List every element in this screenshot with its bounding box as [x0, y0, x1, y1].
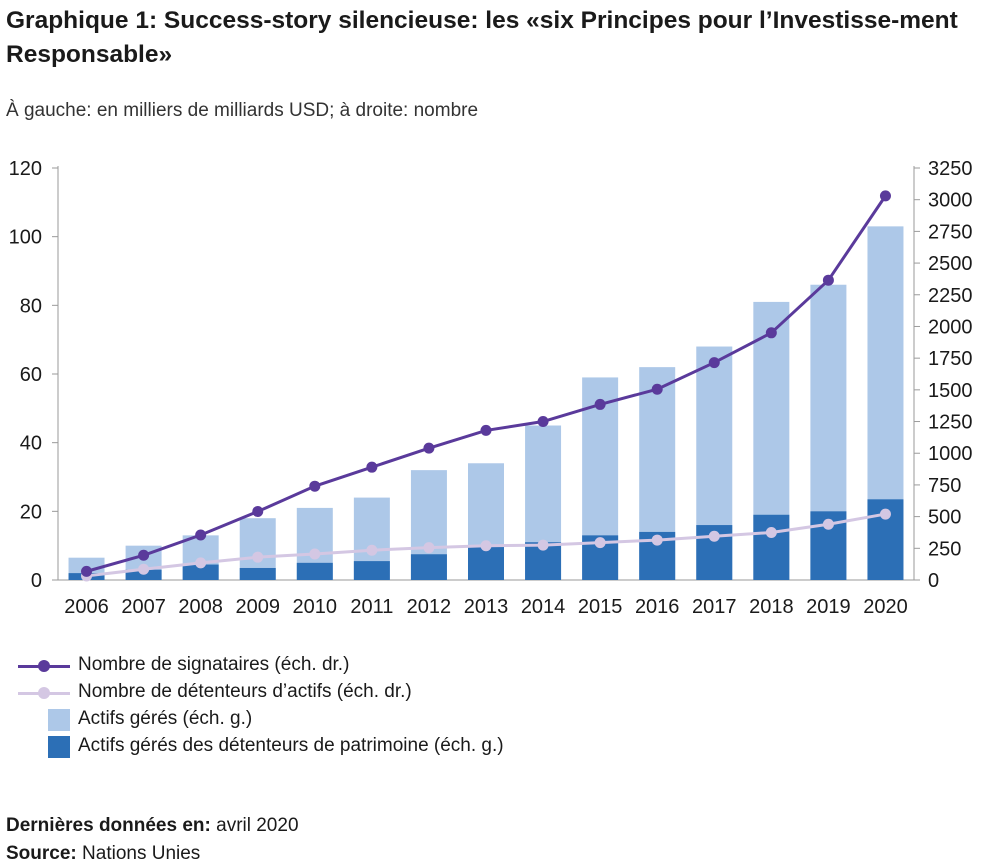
- point-detenteurs: [822, 518, 834, 530]
- legend-label: Nombre de signataires (éch. dr.): [78, 654, 350, 675]
- y-tick-label-left: 100: [9, 227, 42, 249]
- y-tick-label-right: 2250: [928, 285, 973, 307]
- point-detenteurs: [195, 557, 207, 569]
- legend-label: Actifs gérés des détenteurs de patrimoin…: [78, 735, 504, 756]
- y-tick-label-left: 0: [31, 570, 42, 592]
- bar-actifs-patrimoine: [296, 562, 333, 580]
- y-tick-label-left: 120: [9, 158, 42, 180]
- x-tick-label: 2019: [806, 596, 851, 618]
- y-tick-label-right: 0: [928, 570, 939, 592]
- footer-date: Dernières données en: avril 2020: [6, 815, 299, 837]
- point-signataires: [138, 549, 150, 561]
- point-detenteurs: [366, 544, 378, 556]
- x-tick-label: 2011: [350, 596, 393, 618]
- y-tick-label-right: 2000: [928, 316, 973, 338]
- legend-marker-swatch: [38, 660, 50, 672]
- y-tick-label-right: 1750: [928, 348, 973, 370]
- x-tick-label: 2007: [121, 596, 166, 618]
- y-tick-label-right: 2750: [928, 221, 973, 243]
- point-signataires: [423, 442, 435, 454]
- y-tick-label-right: 2500: [928, 253, 973, 275]
- bar-actifs-patrimoine: [753, 514, 790, 580]
- footer-source-label: Source:: [6, 843, 77, 864]
- y-tick-label-left: 80: [20, 295, 42, 317]
- point-signataires: [822, 274, 834, 286]
- footer-date-label: Dernières données en:: [6, 815, 211, 836]
- point-detenteurs: [879, 508, 891, 520]
- y-tick-label-left: 20: [20, 501, 42, 523]
- y-tick-label-right: 500: [928, 507, 961, 529]
- point-signataires: [651, 383, 663, 395]
- bar-actifs-patrimoine: [468, 545, 504, 580]
- chart-title: Graphique 1: Success-story silencieuse: …: [6, 7, 958, 68]
- x-tick-label: 2008: [178, 596, 223, 618]
- x-tick-label: 2016: [635, 596, 680, 618]
- y-tick-label-right: 1500: [928, 380, 973, 402]
- point-signataires: [252, 506, 264, 518]
- bar-actifs-patrimoine: [125, 569, 162, 580]
- y-tick-label-left: 40: [20, 433, 42, 455]
- point-detenteurs: [708, 530, 720, 542]
- x-tick-label: 2020: [863, 596, 908, 618]
- point-detenteurs: [309, 548, 321, 560]
- y-tick-label-left: 60: [20, 364, 42, 386]
- x-tick-label: 2012: [407, 596, 452, 618]
- y-tick-label-right: 3250: [928, 158, 973, 180]
- legend-marker-swatch: [38, 687, 50, 699]
- chart-area: 0 20 40 60 80 100 120 0 250 500 750 1000 1250 1500 175…: [9, 158, 973, 618]
- x-tick-label: 2006: [64, 596, 109, 618]
- x-tick-label: 2009: [235, 596, 280, 618]
- point-signataires: [309, 480, 321, 492]
- bar-actifs-patrimoine: [410, 554, 447, 580]
- point-signataires: [537, 416, 549, 428]
- point-detenteurs: [423, 542, 435, 554]
- legend-box-swatch: [48, 709, 70, 731]
- legend-label: Actifs gérés (éch. g.): [78, 708, 253, 729]
- point-signataires: [708, 357, 720, 369]
- point-signataires: [594, 398, 606, 410]
- x-tick-label: 2015: [578, 596, 623, 618]
- x-tick-label: 2017: [692, 596, 737, 618]
- point-signataires: [480, 424, 492, 436]
- footer-source: Source: Nations Unies: [6, 843, 200, 865]
- point-detenteurs: [480, 540, 492, 552]
- point-signataires: [879, 190, 891, 202]
- footer-date-value: avril 2020: [216, 815, 299, 836]
- y-tick-label-right: 1250: [928, 412, 973, 434]
- chart-subtitle: À gauche: en milliers de milliards USD; …: [6, 100, 479, 121]
- x-tick-label: 2013: [464, 596, 509, 618]
- point-detenteurs: [594, 537, 606, 549]
- x-tick-label: 2014: [521, 596, 566, 618]
- x-tick-label: 2010: [293, 596, 338, 618]
- y-tick-label-right: 3000: [928, 190, 973, 212]
- point-detenteurs: [651, 534, 663, 546]
- footer-source-value: Nations Unies: [82, 843, 201, 864]
- y-tick-label-right: 1000: [928, 443, 973, 465]
- point-signataires: [195, 529, 207, 541]
- legend-box-swatch: [48, 736, 70, 758]
- bar-actifs-patrimoine: [353, 561, 390, 580]
- bar-actifs-patrimoine: [239, 567, 276, 580]
- point-signataires: [81, 565, 93, 577]
- point-signataires: [366, 461, 378, 473]
- point-detenteurs: [537, 539, 549, 551]
- point-detenteurs: [765, 526, 777, 538]
- y-tick-label-right: 250: [928, 538, 961, 560]
- bar-actifs-patrimoine: [182, 564, 219, 580]
- y-tick-label-right: 750: [928, 475, 961, 497]
- legend-label: Nombre de détenteurs d’actifs (éch. dr.): [78, 681, 412, 702]
- x-tick-label: 2018: [749, 596, 794, 618]
- point-detenteurs: [138, 563, 150, 575]
- point-signataires: [765, 327, 777, 339]
- point-detenteurs: [252, 551, 264, 563]
